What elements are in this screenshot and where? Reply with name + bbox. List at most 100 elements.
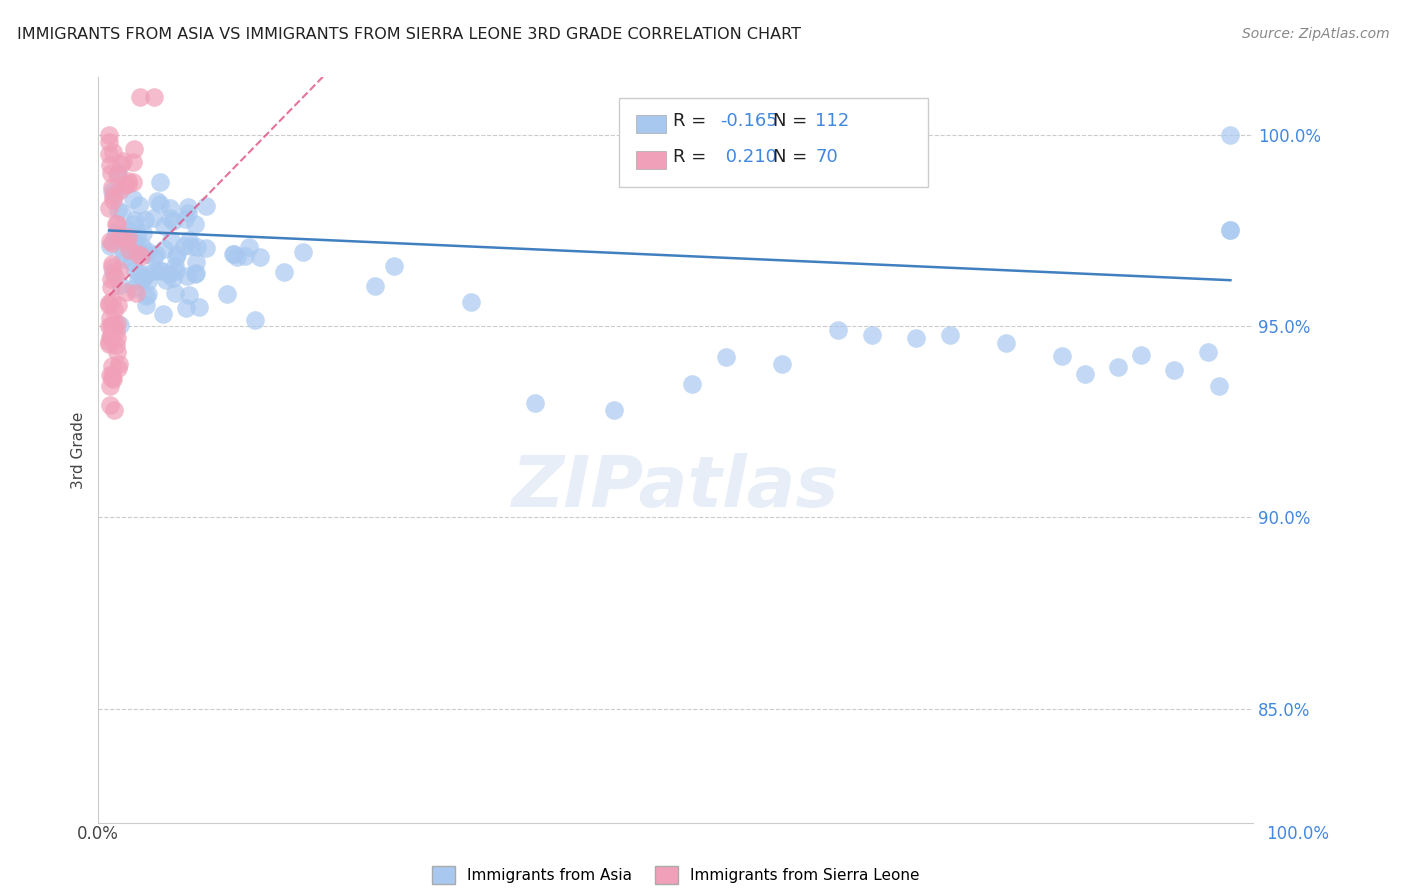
Point — [98, 336, 121, 351]
Point — [111, 153, 134, 168]
Point — [188, 300, 211, 314]
Point — [118, 243, 141, 257]
Point — [122, 235, 145, 249]
Point — [135, 267, 157, 281]
Point — [152, 242, 174, 256]
Text: N =: N = — [773, 112, 813, 130]
Point — [110, 277, 132, 292]
Point — [1197, 345, 1219, 359]
Point — [273, 265, 295, 279]
Point — [117, 235, 139, 249]
Point — [121, 254, 143, 268]
Point — [184, 217, 207, 231]
Point — [110, 234, 132, 248]
Point — [165, 260, 187, 274]
Point — [1073, 367, 1095, 381]
Point — [165, 250, 187, 264]
Point — [105, 331, 128, 345]
Text: R =: R = — [673, 148, 713, 166]
Point — [243, 312, 266, 326]
Point — [98, 334, 121, 349]
Point — [127, 227, 149, 242]
Point — [134, 212, 156, 227]
Point — [129, 89, 152, 103]
Point — [905, 331, 928, 345]
Point — [98, 239, 121, 253]
Point — [117, 230, 139, 244]
Point — [101, 318, 124, 333]
Point — [1163, 363, 1185, 377]
Point — [233, 249, 256, 263]
Point — [1208, 378, 1230, 392]
Point — [128, 266, 150, 280]
Point — [104, 270, 127, 285]
Point — [174, 301, 197, 315]
Point — [114, 178, 136, 193]
Point — [101, 180, 124, 194]
Text: 0.210: 0.210 — [720, 148, 776, 166]
Point — [184, 266, 207, 280]
Point — [292, 245, 315, 260]
Point — [103, 193, 125, 207]
Point — [105, 167, 128, 181]
Point — [124, 263, 146, 277]
Point — [105, 324, 128, 338]
Point — [100, 236, 122, 251]
Text: IMMIGRANTS FROM ASIA VS IMMIGRANTS FROM SIERRA LEONE 3RD GRADE CORRELATION CHART: IMMIGRANTS FROM ASIA VS IMMIGRANTS FROM … — [17, 27, 801, 42]
Point — [1219, 128, 1241, 142]
Text: ZIPatlas: ZIPatlas — [512, 453, 839, 522]
Point — [125, 286, 148, 301]
Point — [98, 298, 121, 312]
Point — [122, 175, 145, 189]
Point — [110, 183, 132, 197]
Point — [132, 271, 155, 285]
Point — [100, 371, 122, 385]
Point — [103, 320, 125, 334]
Point — [98, 201, 121, 215]
Point — [101, 368, 124, 383]
Point — [173, 239, 195, 253]
Point — [124, 142, 146, 156]
Point — [112, 245, 135, 260]
Point — [177, 205, 200, 219]
Point — [108, 262, 131, 277]
Point — [149, 175, 172, 189]
Text: 70: 70 — [815, 148, 838, 166]
Point — [142, 211, 165, 226]
Point — [827, 323, 849, 337]
Point — [103, 189, 125, 203]
Point — [1052, 349, 1074, 363]
Point — [142, 89, 165, 103]
Point — [101, 294, 124, 309]
Point — [159, 201, 181, 215]
Point — [105, 317, 128, 331]
Point — [524, 395, 547, 409]
Point — [770, 357, 793, 371]
Point — [98, 128, 121, 142]
Point — [103, 372, 125, 386]
Point — [122, 154, 145, 169]
Point — [124, 236, 146, 251]
Point — [153, 219, 176, 233]
Point — [103, 265, 125, 279]
Point — [860, 328, 883, 343]
Point — [222, 247, 245, 261]
Point — [111, 252, 134, 266]
Point — [995, 336, 1018, 351]
Point — [131, 238, 153, 252]
Point — [98, 319, 121, 334]
Point — [100, 319, 122, 334]
Point — [128, 244, 150, 259]
Point — [117, 177, 139, 191]
Point — [135, 298, 157, 312]
Point — [184, 254, 207, 268]
Point — [103, 303, 125, 318]
Point — [104, 226, 127, 240]
Point — [173, 212, 195, 227]
Point — [107, 345, 129, 359]
Point — [194, 241, 217, 255]
Point — [110, 318, 132, 332]
Point — [186, 240, 208, 254]
Point — [107, 298, 129, 312]
Point — [107, 166, 129, 180]
